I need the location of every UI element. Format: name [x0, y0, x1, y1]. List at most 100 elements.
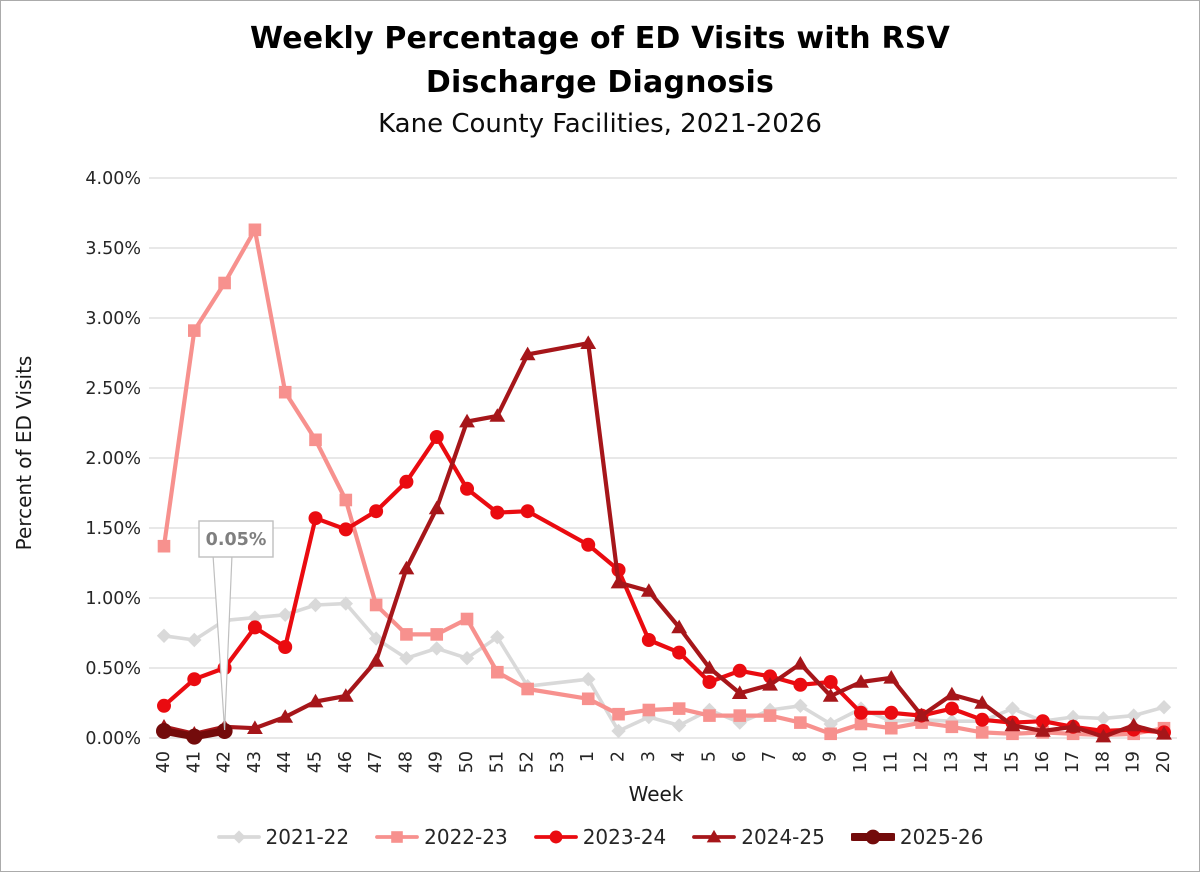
legend-glyph-2025-26: [865, 829, 881, 845]
data-point-2022-23: [460, 612, 474, 626]
x-tick-label: 20: [1154, 751, 1174, 773]
x-tick-label: 6: [730, 751, 750, 762]
chart-subtitle: Kane County Facilities, 2021-2026: [378, 109, 822, 139]
data-point-2024-25: [853, 674, 869, 688]
legend-label: 2025-26: [899, 825, 984, 849]
legend-marker-diamond-icon: [216, 830, 261, 844]
chart-title-line2: Discharge Diagnosis: [425, 65, 775, 100]
data-point-2023-24: [460, 481, 475, 496]
data-point-2023-24: [399, 474, 414, 489]
x-tick-label: 3: [639, 751, 659, 762]
data-point-2023-24: [853, 705, 868, 720]
data-point-2023-24: [944, 701, 959, 716]
data-point-2024-25: [1095, 728, 1112, 743]
data-point-2023-24: [672, 645, 687, 660]
data-point-2022-23: [188, 324, 201, 337]
data-point-2022-23: [218, 276, 231, 290]
data-point-2021-22: [459, 651, 475, 666]
data-point-2024-25: [519, 346, 536, 361]
data-point-2023-24: [732, 663, 747, 678]
data-point-2022-23: [430, 628, 444, 641]
data-point-2021-22: [1005, 701, 1020, 716]
legend-marker-circle-icon: [533, 830, 578, 844]
data-point-2024-25: [489, 408, 506, 422]
data-point-2023-24: [187, 672, 202, 687]
data-point-2021-22: [308, 597, 323, 613]
legend-item-2022-23: 2022-23: [375, 825, 508, 849]
data-point-2024-25: [731, 685, 748, 699]
data-point-2022-23: [854, 717, 868, 731]
legend-marker-square-icon: [375, 831, 420, 843]
data-point-2023-24: [520, 504, 535, 519]
data-point-2022-23: [945, 720, 959, 734]
data-point-2025-26: [156, 723, 172, 739]
data-point-2024-25: [974, 695, 991, 709]
data-point-2023-24: [247, 620, 262, 635]
legend-glyph-2022-23: [391, 831, 403, 843]
annotation-callout: 0.05%: [198, 520, 274, 731]
data-point-2022-23: [309, 433, 322, 447]
legend-item-2025-26: 2025-26: [850, 825, 984, 849]
data-point-2021-22: [399, 651, 414, 666]
data-point-2023-24: [823, 675, 838, 689]
data-point-2024-25: [1125, 717, 1142, 732]
data-point-2024-25: [428, 500, 445, 515]
data-point-2024-25: [610, 574, 627, 589]
y-axis-title: Percent of ED Visits: [12, 356, 36, 551]
x-tick-label: 17: [1063, 751, 1083, 773]
data-point-2023-24: [793, 677, 808, 692]
x-tick-label: 4: [669, 751, 689, 762]
data-point-2024-25: [943, 686, 960, 701]
data-point-2024-25: [277, 709, 294, 723]
series-line-2024-25: [161, 341, 1167, 739]
data-point-2022-23: [672, 702, 686, 715]
legend-glyph-2023-24: [549, 830, 563, 844]
annotation-box: [198, 520, 274, 558]
x-tick-label: 52: [518, 751, 538, 773]
data-point-2022-23: [703, 709, 716, 722]
data-point-2021-22: [1096, 711, 1111, 726]
x-tick-label: 5: [699, 751, 719, 762]
data-point-2021-22: [1156, 700, 1172, 715]
legend-marker-bigdot-icon: [850, 829, 895, 845]
x-tick-label: 51: [487, 751, 507, 773]
data-point-2024-25: [762, 677, 778, 691]
legend-label: 2022-23: [424, 825, 508, 849]
x-tick-label: 7: [760, 751, 780, 762]
data-point-2021-22: [156, 628, 172, 643]
data-point-2024-25: [307, 693, 324, 708]
y-tick-label: 2.00%: [85, 449, 141, 469]
x-tick-label: 48: [396, 751, 416, 773]
data-point-2023-24: [308, 511, 323, 526]
data-point-2024-25: [1034, 723, 1051, 737]
x-tick-label: 8: [790, 751, 810, 762]
data-point-2021-22: [429, 641, 444, 656]
x-tick-label: 50: [457, 751, 477, 773]
legend: 2021-22 2022-23 2023-24 2024-25 2025-26: [1, 825, 1199, 849]
data-point-2024-25: [337, 688, 354, 702]
y-tick-label: 0.50%: [85, 659, 141, 679]
series-line-2022-23: [161, 227, 1167, 738]
x-tick-label: 49: [427, 751, 447, 773]
data-point-2022-23: [975, 726, 989, 739]
x-tick-label: 11: [881, 751, 901, 773]
data-point-2021-22: [187, 632, 202, 648]
data-point-2025-26: [216, 723, 233, 739]
data-point-2025-26: [186, 728, 203, 745]
chart-title-line1: Weekly Percentage of ED Visits with RSV: [250, 21, 950, 56]
data-point-2023-24: [581, 537, 596, 552]
x-tick-label: 1: [578, 751, 598, 762]
data-point-2024-25: [1156, 726, 1172, 740]
x-tick-label: 44: [275, 751, 295, 773]
y-tick-label: 3.50%: [85, 239, 141, 259]
data-point-2022-23: [521, 682, 534, 696]
x-tick-label: 46: [336, 751, 356, 773]
data-point-2021-22: [368, 631, 384, 646]
legend-glyph-2021-22: [231, 830, 246, 844]
data-point-2022-23: [612, 707, 625, 721]
x-tick-label: 47: [366, 751, 386, 773]
data-point-2024-25: [701, 660, 718, 674]
y-tick-label: 2.50%: [85, 379, 141, 399]
data-point-2023-24: [157, 698, 171, 713]
annotation-leader: [212, 554, 233, 731]
